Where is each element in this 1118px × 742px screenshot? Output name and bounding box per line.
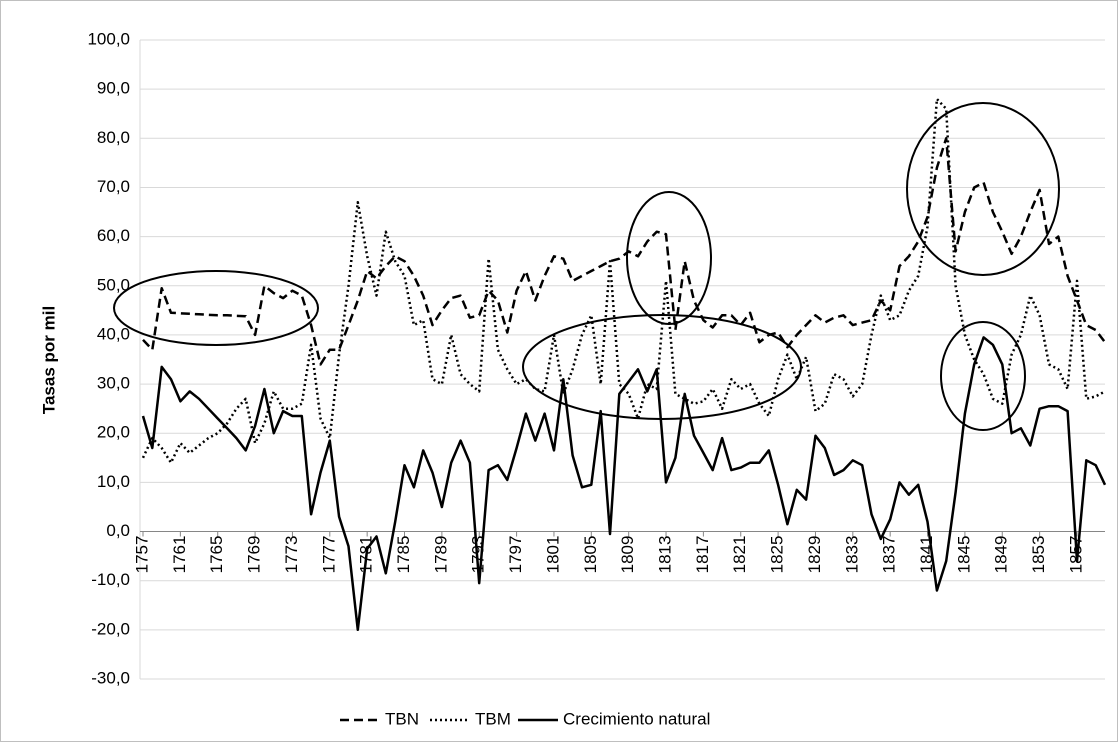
series-line <box>141 336 1107 632</box>
x-tick-label: 1785 <box>394 536 413 574</box>
y-tick-label: -20,0 <box>91 619 130 638</box>
x-tick-label: 1765 <box>207 536 226 574</box>
x-tick-label: 1777 <box>319 536 338 574</box>
y-tick-label: 40,0 <box>97 324 130 343</box>
x-tick-label: 1801 <box>543 536 562 574</box>
x-tick-label: 1757 <box>132 536 151 574</box>
y-tick-label: 70,0 <box>97 177 130 196</box>
x-tick-label: 1805 <box>581 536 600 574</box>
y-tick-label: 0,0 <box>106 521 130 540</box>
y-axis-title: Tasas por mil <box>39 306 58 414</box>
x-tick-label: 1849 <box>992 536 1011 574</box>
y-tick-label: 100,0 <box>87 29 130 48</box>
x-tick-label: 1809 <box>618 536 637 574</box>
x-tick-label: 1837 <box>880 536 899 574</box>
y-tick-label: -10,0 <box>91 570 130 589</box>
legend-label: TBM <box>475 709 511 728</box>
x-tick-label: 1761 <box>170 536 189 574</box>
annotation-ellipse <box>906 102 1060 276</box>
grid: -30,0 -20,0 -10,0 0,0 10,0 20,0 30,0 40,0 50,0 60… <box>87 29 1105 687</box>
y-tick-label: 80,0 <box>97 128 130 147</box>
y-tick-label: 20,0 <box>97 423 130 442</box>
y-tick-label: 50,0 <box>97 275 130 294</box>
legend-label: Crecimiento natural <box>563 709 710 728</box>
legend: TBN TBM Crecimiento natural <box>340 709 710 728</box>
x-tick-label: 1821 <box>730 536 749 574</box>
x-tick-label: 1813 <box>656 536 675 574</box>
y-tick-label: 60,0 <box>97 226 130 245</box>
legend-label: TBN <box>385 709 419 728</box>
y-tick-label: -30,0 <box>91 668 130 687</box>
x-tick-label: 1769 <box>245 536 264 574</box>
y-tick-label: 10,0 <box>97 472 130 491</box>
y-tick-label: 90,0 <box>97 79 130 98</box>
x-tick-label: 1797 <box>506 536 525 574</box>
annotation-ellipse <box>940 321 1026 431</box>
lines <box>141 97 1107 632</box>
x-tick-label: 1845 <box>954 536 973 574</box>
x-tick-label: 1773 <box>282 536 301 574</box>
annotation-ellipse <box>113 270 319 346</box>
x-tick-label: 1789 <box>431 536 450 574</box>
x-tick-label: 1853 <box>1029 536 1048 574</box>
x-tick-label: 1829 <box>805 536 824 574</box>
annotations <box>113 102 1060 431</box>
x-tick-label: 1825 <box>768 536 787 574</box>
annotation-ellipse <box>522 314 802 420</box>
x-tick-label: 1833 <box>842 536 861 574</box>
annotation-ellipse <box>626 191 712 325</box>
x-tick-label: 1817 <box>693 536 712 574</box>
y-tick-label: 30,0 <box>97 374 130 393</box>
series-line <box>142 137 1106 366</box>
